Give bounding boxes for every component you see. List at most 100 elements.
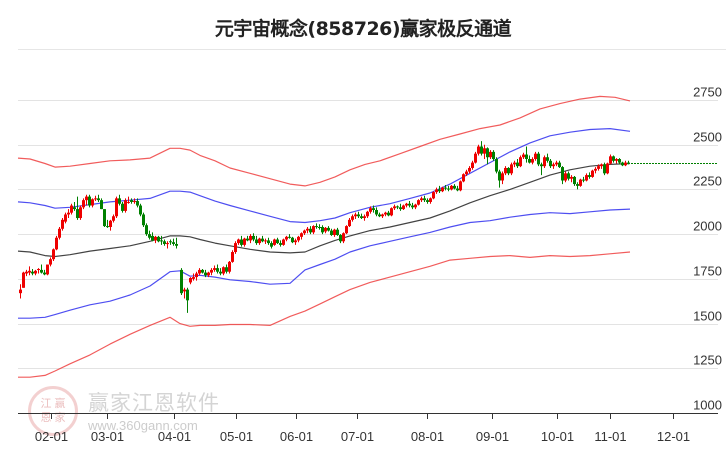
candle-up [564, 171, 567, 183]
candle-up [519, 155, 522, 168]
candle-up [600, 163, 603, 169]
candle-up [264, 238, 267, 244]
candle-up [91, 198, 94, 208]
candle-up [513, 160, 516, 168]
candle-down [261, 235, 264, 243]
x-tick-label: 03-01 [91, 429, 124, 444]
candle-up [381, 213, 384, 219]
candle-up [555, 160, 558, 167]
candle-down [121, 201, 124, 213]
candle-down [163, 239, 166, 246]
candle-up [37, 268, 40, 274]
candle-up [82, 198, 85, 210]
candle-up [465, 169, 468, 177]
watermark-url: www.360gann.com [88, 418, 198, 433]
candle-up [79, 205, 82, 220]
candle-up [231, 250, 234, 263]
candle-down [495, 157, 498, 174]
candle-down [537, 151, 540, 167]
candle-down [240, 235, 243, 247]
candle-up [28, 266, 31, 276]
x-tick-label: 12-01 [657, 429, 690, 444]
x-tick-label: 05-01 [220, 429, 253, 444]
candle-down [603, 162, 606, 176]
candle-up [303, 229, 306, 236]
candle-down [627, 160, 630, 165]
candle-down [309, 226, 312, 235]
candle-down [375, 207, 378, 217]
candle-up [192, 273, 195, 281]
y-tick-label: 2500 [693, 130, 722, 145]
candle-up [369, 206, 372, 214]
candle-down [447, 185, 450, 192]
candle-down [378, 212, 381, 218]
candle-up [570, 175, 573, 183]
candle-up [207, 271, 210, 278]
y-tick-label: 1000 [693, 398, 722, 413]
candle-up [432, 191, 435, 200]
candle-down [279, 240, 282, 247]
candle-down [540, 162, 543, 176]
candle-up [258, 237, 261, 245]
candle-up [405, 202, 408, 208]
candle-up [195, 271, 198, 281]
candle-up [474, 151, 477, 164]
upper-inner-band-line [17, 128, 631, 224]
candle-down [315, 223, 318, 229]
candle-down [576, 182, 579, 190]
candle-down [145, 223, 148, 236]
channel-bands [17, 95, 631, 378]
candle-up [504, 166, 507, 176]
candle-up [531, 157, 534, 165]
candle-up [124, 198, 127, 213]
watermark-brand: 赢家江恩软件 [88, 391, 220, 415]
x-tick-label: 09-01 [476, 429, 509, 444]
candle-down [372, 205, 375, 213]
x-tick-label: 02-01 [35, 429, 68, 444]
candle-up [429, 197, 432, 204]
candle-up [501, 171, 504, 185]
candle-down [486, 147, 489, 165]
candle-up [19, 284, 22, 299]
x-tick-label: 08-01 [411, 429, 444, 444]
candle-up [420, 196, 423, 202]
title-divider [18, 49, 726, 50]
candle-up [109, 219, 112, 231]
gridlines [18, 100, 718, 369]
candle-down [225, 264, 228, 274]
candle-up [606, 162, 609, 175]
candle-up [459, 180, 462, 192]
candle-down [103, 209, 106, 227]
candle-up [333, 228, 336, 237]
candle-up [294, 238, 297, 245]
candle-up [94, 195, 97, 202]
candle-up [471, 160, 474, 170]
candle-up [25, 269, 28, 277]
candle-down [157, 235, 160, 243]
x-tick-label: 10-01 [541, 429, 574, 444]
candle-down [453, 184, 456, 190]
y-tick-label: 1250 [693, 353, 722, 368]
candle-up [363, 214, 366, 221]
y-axis: 1000 1250 1500 1750 2000 2250 2500 2750 [693, 85, 722, 413]
candle-up [210, 268, 213, 276]
candle-down [498, 169, 501, 188]
candle-down [73, 201, 76, 211]
candle-up [22, 271, 25, 288]
candle-down [136, 198, 139, 208]
candle-down [588, 172, 591, 179]
candle-up [522, 152, 525, 160]
candle-down [330, 228, 333, 236]
candle-down [246, 235, 249, 242]
candle-down [561, 166, 564, 185]
candle-up [597, 164, 600, 171]
candle-down [558, 160, 561, 168]
candle-down [582, 176, 585, 183]
candle-up [189, 277, 192, 285]
candle-down [423, 195, 426, 202]
candle-down [492, 150, 495, 161]
candle-up [450, 184, 453, 191]
candle-up [441, 186, 444, 193]
candle-up [585, 173, 588, 182]
y-tick-label: 2750 [693, 85, 722, 100]
